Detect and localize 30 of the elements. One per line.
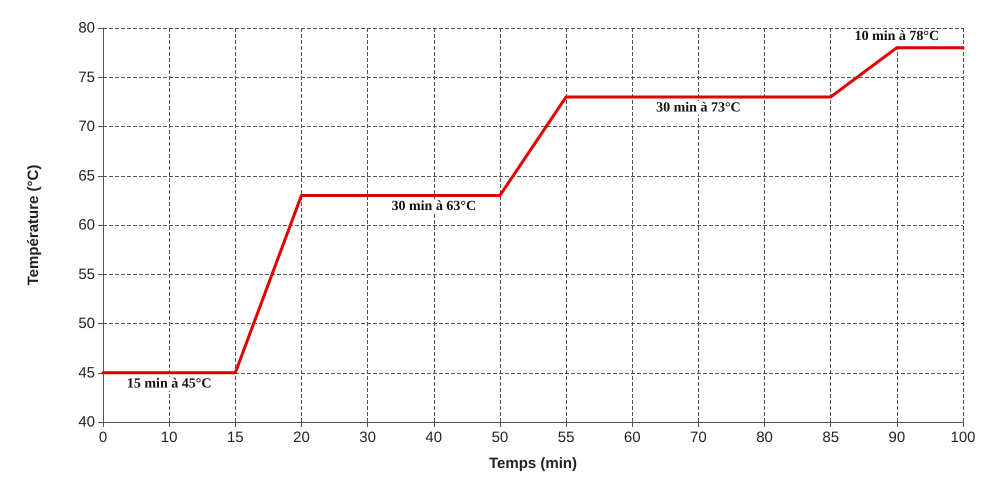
x-tick-label: 10 [160, 429, 178, 446]
x-tick-label: 20 [293, 429, 310, 446]
y-tick-label: 80 [78, 20, 95, 36]
y-tick-label: 70 [78, 118, 95, 135]
x-tick-label: 85 [822, 429, 840, 446]
x-tick-label: 100 [950, 429, 976, 446]
x-tick-label: 40 [425, 429, 442, 446]
annotation: 30 min à 73°C [656, 100, 741, 116]
x-tick-label: 80 [756, 429, 773, 446]
y-tick-label: 40 [78, 414, 95, 430]
y-tick-label: 75 [78, 68, 95, 86]
x-tick-label: 50 [492, 429, 508, 446]
y-tick-label: 55 [78, 266, 95, 283]
x-axis-title: Temps (min) [488, 455, 578, 472]
annotation: 15 min à 45°C [126, 376, 212, 392]
x-tick-label: 70 [690, 429, 707, 446]
annotation: 10 min à 78°C [854, 29, 940, 44]
line-series [102, 46, 964, 374]
annotation: 30 min à 63°C [391, 198, 476, 214]
x-tick-label: 60 [624, 429, 641, 446]
y-tick-label: 65 [78, 167, 95, 184]
x-tick-label: 55 [558, 429, 574, 446]
y-tick-label: 50 [78, 315, 95, 332]
x-tick-label: 0 [98, 429, 108, 446]
x-tick-label: 15 [226, 429, 244, 446]
x-tick-label: 90 [888, 429, 906, 446]
y-axis-title: Température (°C) [25, 164, 42, 286]
y-tick-label: 45 [78, 364, 95, 382]
y-tick-label: 60 [78, 216, 95, 234]
x-tick-label: 30 [359, 429, 376, 446]
